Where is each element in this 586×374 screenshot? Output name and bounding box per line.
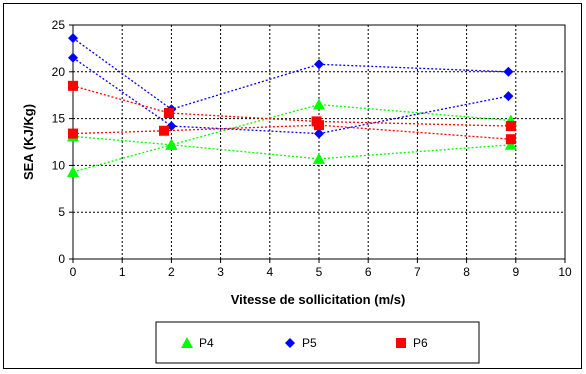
data-point-p4 xyxy=(313,98,325,110)
legend: P4 P5 P6 xyxy=(155,321,480,364)
data-point-p6 xyxy=(68,128,78,139)
x-tick-label: 2 xyxy=(168,265,175,279)
y-tick-label: 25 xyxy=(52,18,66,32)
data-point-p5 xyxy=(503,91,514,102)
x-tick-label: 8 xyxy=(463,265,470,279)
data-point-p4 xyxy=(67,165,79,177)
y-tick-label: 0 xyxy=(58,252,65,266)
legend-label-p5: P5 xyxy=(302,336,317,350)
series-p4 xyxy=(67,98,517,177)
data-point-p6 xyxy=(505,121,516,132)
legend-label-p6: P6 xyxy=(413,336,428,350)
legend-marker-p6 xyxy=(396,338,406,348)
series-p6 xyxy=(68,80,516,145)
y-axis-title: SEA (KJ/Kg) xyxy=(21,104,36,180)
data-point-p6 xyxy=(314,120,324,131)
legend-marker-p4 xyxy=(181,337,193,348)
x-tick-label: 9 xyxy=(512,265,519,279)
legend-box xyxy=(155,321,480,364)
y-tick-label: 15 xyxy=(52,112,66,126)
data-point-p5 xyxy=(314,128,324,139)
data-point-p6 xyxy=(159,125,170,136)
axes: 0 1 2 3 4 5 6 7 8 9 10 0 5 10 15 20 25 xyxy=(52,18,572,279)
data-point-p6 xyxy=(68,80,78,91)
data-point-p4 xyxy=(504,138,517,150)
legend-label-p4: P4 xyxy=(199,336,214,350)
data-point-p4 xyxy=(313,152,325,164)
data-point-p5 xyxy=(68,33,78,44)
data-point-p5 xyxy=(503,66,514,77)
data-point-p6 xyxy=(505,134,516,145)
x-axis-title: Vitesse de sollicitation (m/s) xyxy=(231,292,406,307)
legend-marker-p5 xyxy=(285,338,295,348)
data-point-p5 xyxy=(314,59,324,70)
series-line-p4 xyxy=(72,135,511,160)
x-tick-label: 4 xyxy=(266,265,273,279)
x-tick-label: 1 xyxy=(119,265,126,279)
x-tick-label: 0 xyxy=(70,265,77,279)
x-tick-label: 10 xyxy=(558,265,572,279)
x-tick-label: 5 xyxy=(316,265,323,279)
data-point-p4 xyxy=(165,138,178,150)
series-line-p6 xyxy=(72,85,511,127)
x-tick-label: 6 xyxy=(365,265,372,279)
series-line-p5 xyxy=(72,37,509,110)
series-line-p6 xyxy=(72,124,511,140)
series-layer xyxy=(67,33,517,177)
y-tick-label: 5 xyxy=(58,205,65,219)
x-tick-label: 3 xyxy=(217,265,224,279)
y-tick-label: 20 xyxy=(52,65,66,79)
series-line-p5 xyxy=(72,57,509,135)
x-tick-label: 7 xyxy=(414,265,421,279)
data-point-p6 xyxy=(163,107,174,118)
y-tick-label: 10 xyxy=(52,158,66,172)
data-point-p5 xyxy=(68,52,78,63)
